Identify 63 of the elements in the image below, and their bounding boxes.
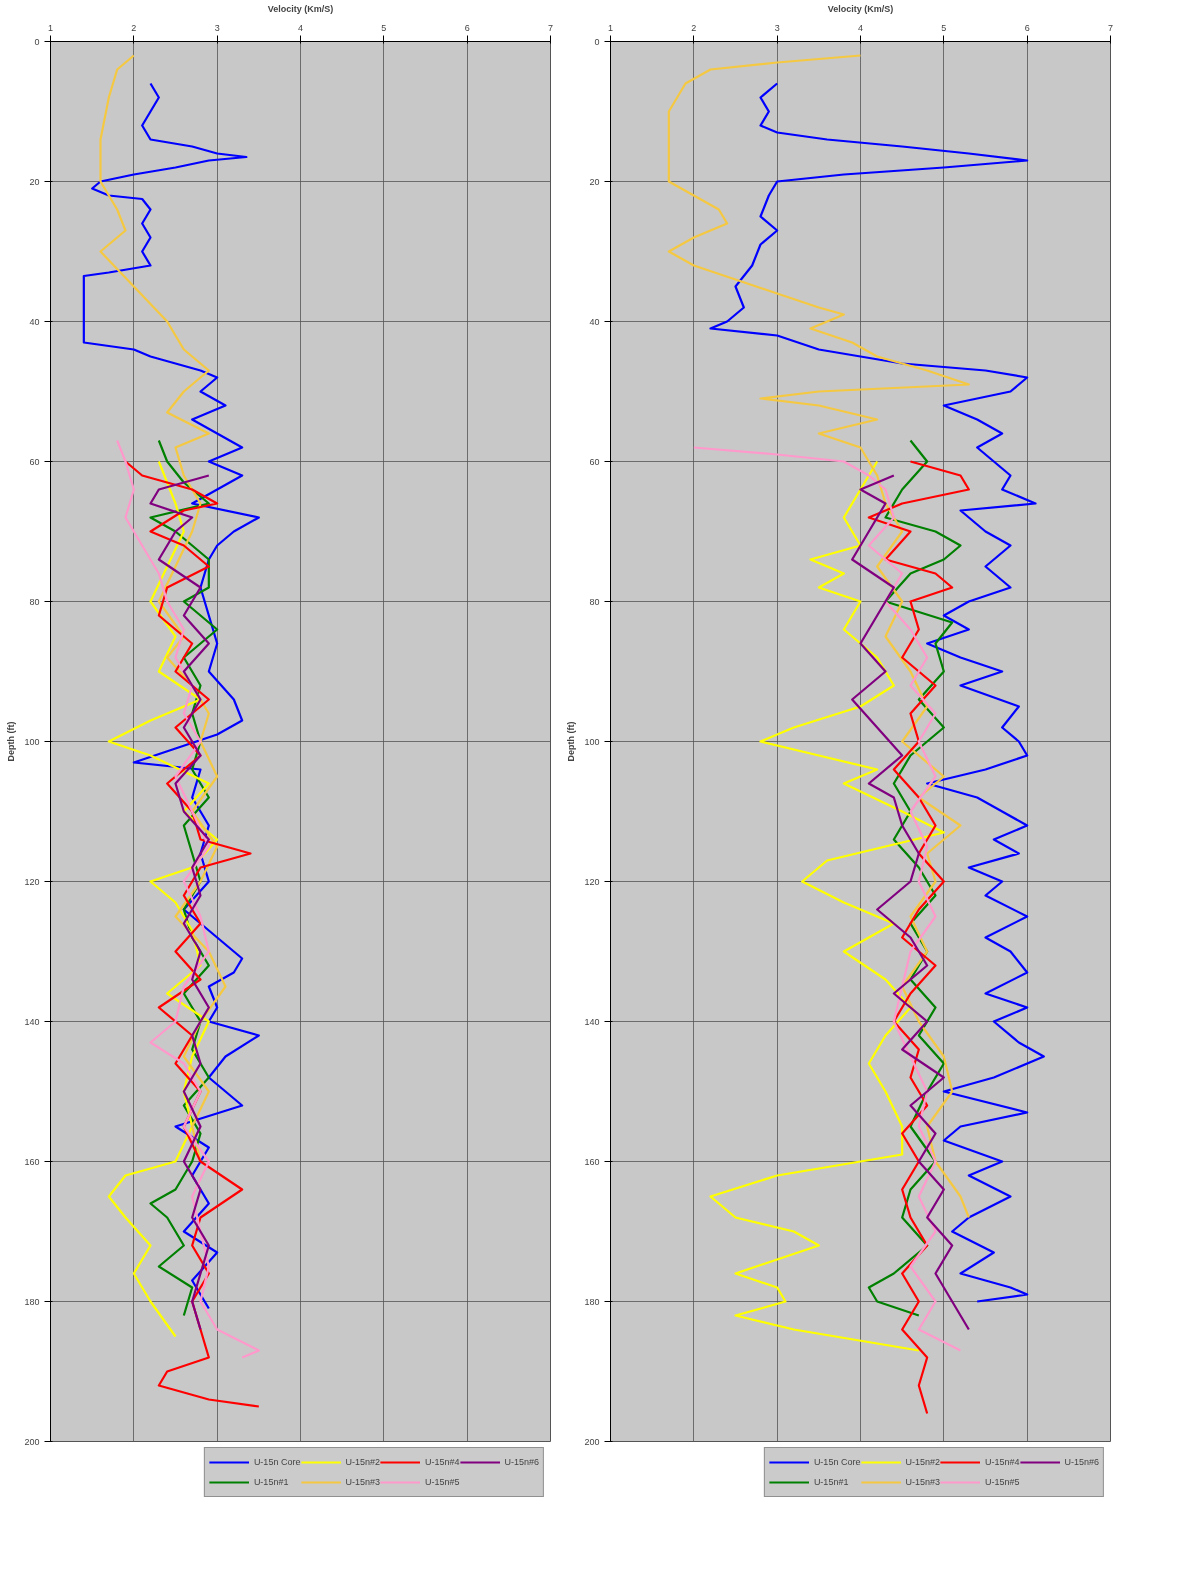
legend-label: U-15n#3 xyxy=(905,1477,940,1487)
y-tick-label: 200 xyxy=(584,1436,600,1447)
legend-label: U-15n#1 xyxy=(253,1477,289,1487)
y-tick-label: 80 xyxy=(589,596,600,607)
y-tick-label: 180 xyxy=(24,1296,40,1307)
y-tick-label: 60 xyxy=(589,456,600,467)
x-tick-label: 3 xyxy=(214,22,220,33)
y-tick-label: 120 xyxy=(584,876,600,887)
x-tick-label: 3 xyxy=(774,22,780,33)
y-tick-label: 100 xyxy=(24,736,40,747)
x-tick-label: 4 xyxy=(298,22,304,33)
x-tick-label: 7 xyxy=(548,22,554,33)
x-axis-title: Velocity (Km/S) xyxy=(267,3,334,14)
y-tick-label: 100 xyxy=(584,736,600,747)
legend-label: U-15n Core xyxy=(253,1457,301,1467)
line-series xyxy=(709,82,1045,1303)
legend-label: U-15n#6 xyxy=(504,1457,539,1467)
x-tick-label: 4 xyxy=(858,22,864,33)
legend-label: U-15n#4 xyxy=(424,1457,460,1467)
x-tick-label: 5 xyxy=(381,22,387,33)
y-tick-label: 160 xyxy=(584,1156,600,1167)
legend-label: U-15n#2 xyxy=(345,1457,380,1467)
y-tick-label: 80 xyxy=(29,596,40,607)
y-tick-label: 140 xyxy=(24,1016,40,1027)
line-series xyxy=(107,460,219,1338)
x-tick-label: 7 xyxy=(1108,22,1114,33)
y-tick-label: 40 xyxy=(589,316,600,327)
legend-label: U-15n#5 xyxy=(424,1477,460,1487)
legend-label: U-15n#5 xyxy=(984,1477,1020,1487)
x-tick-label: 2 xyxy=(131,22,137,33)
y-tick-label: 20 xyxy=(29,176,40,187)
y-axis-title: Depth (ft) xyxy=(566,721,577,762)
line-series xyxy=(851,474,970,1331)
y-axis-title: Depth (ft) xyxy=(6,721,17,762)
x-tick-label: 1 xyxy=(608,22,614,33)
line-series xyxy=(149,474,210,1331)
line-series xyxy=(82,82,260,1310)
legend-label: U-15n#4 xyxy=(984,1457,1020,1467)
y-tick-label: 40 xyxy=(29,316,40,327)
y-tick-label: 60 xyxy=(29,456,40,467)
x-tick-label: 2 xyxy=(691,22,697,33)
y-tick-label: 140 xyxy=(584,1016,600,1027)
y-tick-label: 20 xyxy=(589,176,600,187)
line-series xyxy=(867,439,962,1317)
legend-label: U-15n#1 xyxy=(813,1477,849,1487)
x-tick-label: 6 xyxy=(464,22,470,33)
y-tick-label: 0 xyxy=(34,36,40,47)
y-tick-label: 120 xyxy=(24,876,40,887)
y-tick-label: 0 xyxy=(594,36,600,47)
y-tick-label: 180 xyxy=(584,1296,600,1307)
line-series xyxy=(667,54,970,1219)
x-axis-title: Velocity (Km/S) xyxy=(827,3,894,14)
legend-label: U-15n#6 xyxy=(1064,1457,1099,1467)
y-tick-label: 160 xyxy=(24,1156,40,1167)
line-series xyxy=(867,460,970,1415)
x-tick-label: 6 xyxy=(1024,22,1030,33)
y-tick-label: 200 xyxy=(24,1436,40,1447)
line-series xyxy=(149,439,219,1317)
legend-label: U-15n Core xyxy=(813,1457,861,1467)
legend-label: U-15n#3 xyxy=(345,1477,380,1487)
x-tick-label: 5 xyxy=(941,22,947,33)
x-tick-label: 1 xyxy=(48,22,54,33)
legend-label: U-15n#2 xyxy=(905,1457,940,1467)
